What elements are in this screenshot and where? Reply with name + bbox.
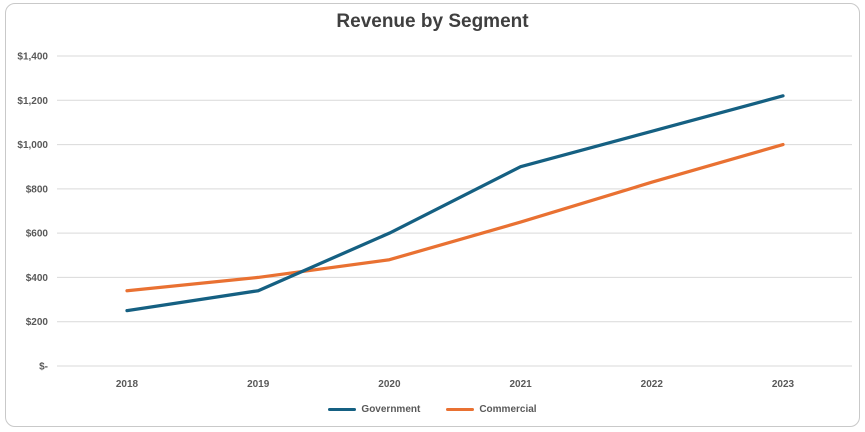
y-tick-label: $600 — [26, 229, 49, 240]
chart-title: Revenue by Segment — [336, 11, 529, 32]
y-tick-label: $800 — [26, 184, 49, 195]
legend-label: Government — [361, 403, 421, 415]
x-tick-label: 2021 — [509, 379, 532, 390]
y-tick-label: $1,200 — [17, 96, 48, 107]
y-tick-label: $1,400 — [17, 52, 48, 63]
x-tick-label: 2020 — [378, 379, 401, 390]
x-tick-label: 2018 — [116, 379, 139, 390]
chart-frame[interactable] — [5, 3, 860, 427]
legend-item-commercial[interactable]: Commercial — [446, 403, 537, 415]
legend: Government Commercial — [0, 400, 865, 418]
legend-item-government[interactable]: Government — [328, 404, 420, 415]
series-line-government[interactable] — [125, 94, 785, 313]
x-tick-label: 2023 — [772, 379, 795, 390]
x-tick-label: 2022 — [641, 379, 664, 390]
legend-swatch-government — [328, 407, 357, 411]
y-tick-label: $200 — [26, 317, 49, 328]
x-tick-label: 2019 — [247, 379, 270, 390]
legend-swatch-commercial — [446, 407, 475, 411]
y-tick-label: $1,000 — [17, 140, 48, 151]
y-tick-label: $- — [39, 362, 48, 373]
y-tick-label: $400 — [26, 273, 49, 284]
series-line-commercial[interactable] — [125, 142, 785, 293]
legend-label: Commercial — [479, 403, 537, 415]
